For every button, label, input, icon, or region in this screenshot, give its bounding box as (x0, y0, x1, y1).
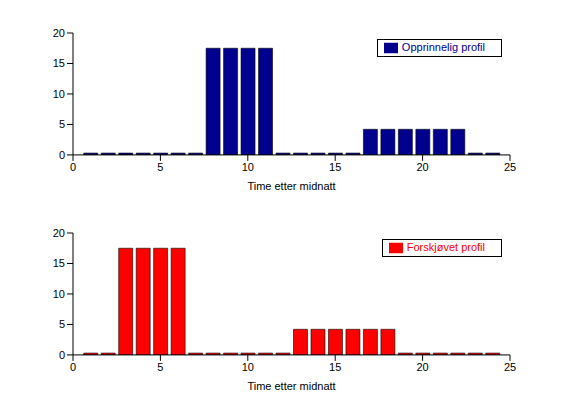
svg-text:5: 5 (59, 318, 65, 330)
svg-text:0: 0 (59, 349, 65, 361)
svg-text:10: 10 (53, 88, 65, 100)
svg-text:5: 5 (59, 118, 65, 130)
svg-text:Time etter midnatt: Time etter midnatt (247, 180, 335, 192)
svg-text:0: 0 (59, 149, 65, 161)
svg-text:15: 15 (329, 361, 341, 373)
html-text:Forskjøvet profil: Forskjøvet profil (406, 241, 485, 253)
svg-text:20: 20 (53, 27, 65, 39)
svg-text:5: 5 (157, 361, 163, 373)
svg-text:20: 20 (53, 227, 65, 239)
svg-text:20: 20 (416, 161, 428, 173)
svg-text:10: 10 (242, 361, 254, 373)
svg-text:0: 0 (70, 161, 76, 173)
svg-text:15: 15 (329, 161, 341, 173)
svg-text:15: 15 (53, 57, 65, 69)
svg-text:10: 10 (53, 288, 65, 300)
svg-text:10: 10 (242, 161, 254, 173)
svg-text:25: 25 (504, 361, 516, 373)
svg-text:5: 5 (157, 161, 163, 173)
svg-text:0: 0 (70, 361, 76, 373)
svg-text:15: 15 (53, 257, 65, 269)
svg-text:20: 20 (416, 361, 428, 373)
html-text:Opprinnelig profil: Opprinnelig profil (401, 41, 485, 53)
svg-text:Time etter midnatt: Time etter midnatt (247, 380, 335, 392)
svg-text:25: 25 (504, 161, 516, 173)
